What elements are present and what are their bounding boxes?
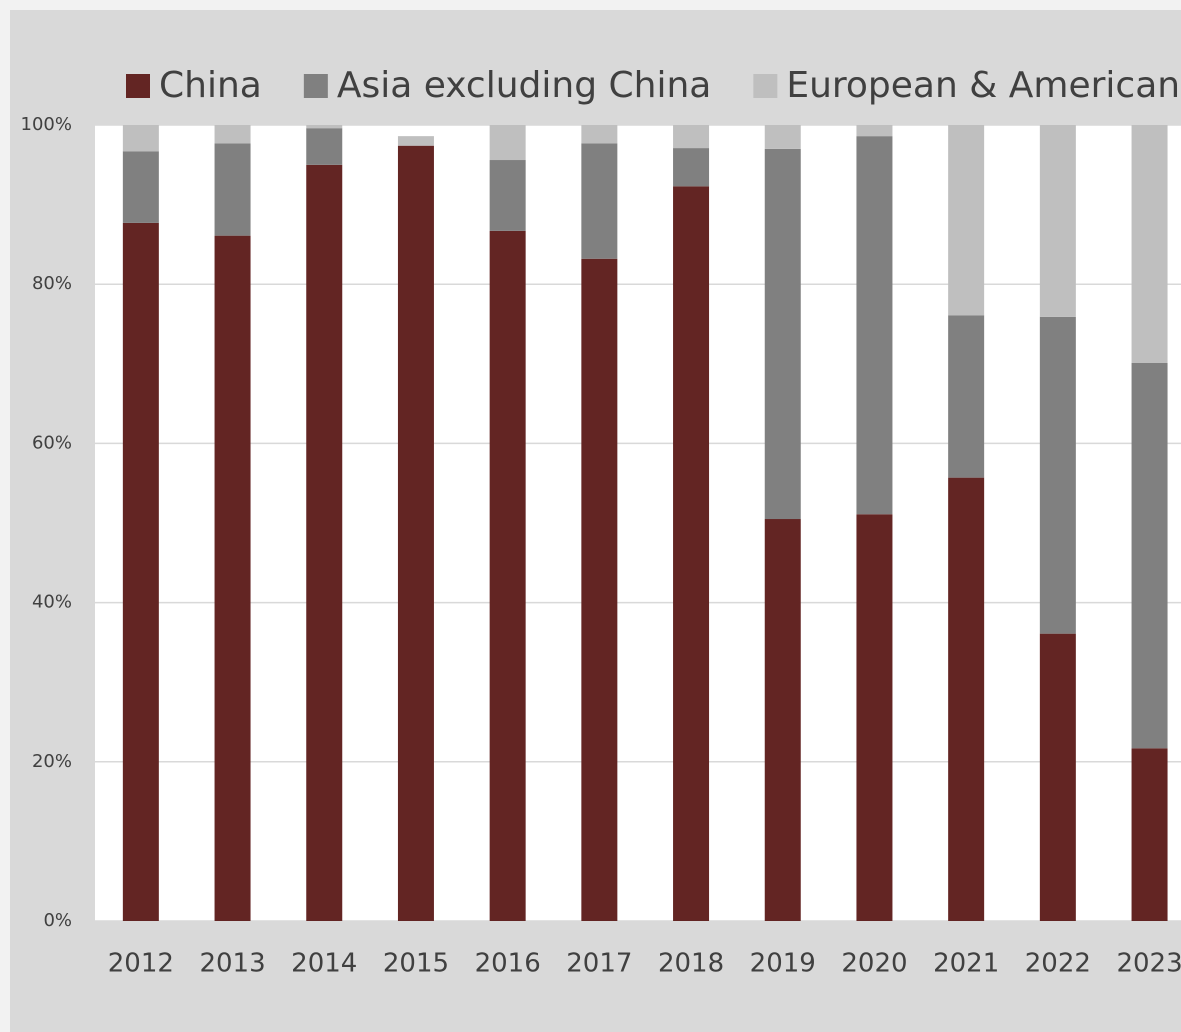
x-tick-label: 2015 [383,949,449,979]
x-tick-label: 2014 [291,949,357,979]
bar-segment [306,164,343,922]
bar-segment [214,235,251,922]
bar-segment [1131,748,1168,921]
x-tick-label: 2023 [1116,949,1181,979]
bar-segment [673,125,710,149]
bar-segment [673,186,710,922]
bar-segment [764,125,801,149]
plot-area [95,125,1181,921]
bar-segment [948,477,985,921]
x-tick-label: 2017 [566,949,632,979]
x-tick-label: 2021 [933,949,999,979]
y-tick-label: 100% [21,114,72,135]
bar-segment [214,143,251,236]
bar-segment [948,125,985,316]
x-tick-label: 2019 [750,949,816,979]
bar-segment [1131,125,1168,364]
bar-segment [856,514,893,921]
bar-segment [306,125,343,129]
legend-label: China [159,65,262,106]
legend-label: European & American [786,65,1180,106]
bar-segment [122,151,159,223]
legend-swatch [126,74,150,98]
legend-label: Asia excluding China [337,65,711,106]
bar-segment [581,125,618,144]
y-tick-label: 40% [32,592,72,613]
bar-segment [1039,633,1076,921]
bar-segment [856,136,893,515]
bar-segment [581,258,618,921]
y-tick-label: 60% [32,432,72,453]
bar-segment [397,136,434,146]
bar-segment [948,315,985,478]
bar-segment [122,222,159,921]
x-tick-label: 2022 [1025,949,1091,979]
bar-segment [1131,363,1168,749]
bar-segment [214,125,251,144]
bar-segment [397,145,434,922]
bar-segment [673,148,710,187]
bar-segment [581,143,618,259]
y-tick-label: 0% [43,910,72,931]
y-tick-label: 80% [32,273,72,294]
x-tick-label: 2016 [475,949,541,979]
x-tick-label: 2013 [199,949,265,979]
bar-segment [764,519,801,921]
bar-segment [489,125,526,161]
x-tick-label: 2018 [658,949,724,979]
bar-segment [1039,316,1076,634]
y-tick-label: 20% [32,751,72,772]
bar-segment [764,148,801,520]
bar-segment [306,128,343,165]
bar-segment [122,125,159,152]
bar-segment [856,125,893,137]
legend-swatch [303,74,328,98]
legend-swatch [753,74,778,98]
bar-segment [489,230,526,922]
bar-segment [1039,125,1076,317]
bar-segment [489,160,526,231]
x-tick-label: 2020 [841,949,907,979]
x-tick-label: 2012 [108,949,174,979]
